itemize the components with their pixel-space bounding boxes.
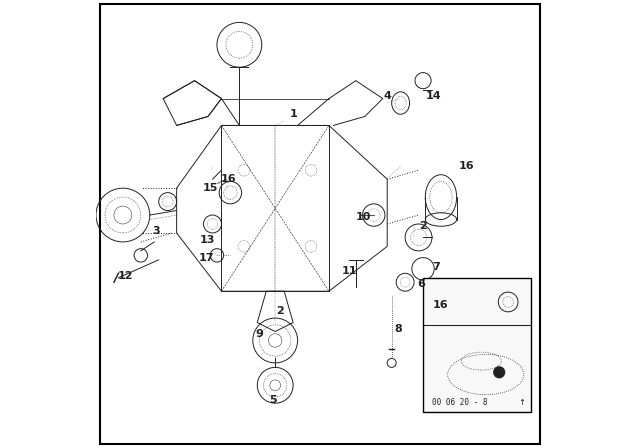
- Text: 8: 8: [394, 324, 403, 334]
- Text: 14: 14: [426, 91, 441, 101]
- Text: 7: 7: [433, 262, 440, 271]
- Text: 2: 2: [419, 221, 427, 231]
- Text: 2: 2: [276, 306, 284, 316]
- Text: 3: 3: [153, 226, 160, 236]
- Text: 5: 5: [269, 395, 276, 405]
- Text: 13: 13: [200, 235, 215, 245]
- Text: 00 06 20 - 8: 00 06 20 - 8: [432, 398, 488, 407]
- Circle shape: [494, 367, 504, 378]
- Text: 16: 16: [433, 300, 449, 310]
- Text: 17: 17: [199, 253, 214, 263]
- FancyBboxPatch shape: [423, 278, 531, 412]
- Text: 9: 9: [255, 329, 264, 339]
- Text: 16: 16: [459, 161, 475, 171]
- Text: 6: 6: [417, 280, 425, 289]
- Text: 4: 4: [383, 91, 391, 101]
- Text: 1: 1: [289, 109, 297, 119]
- Text: 12: 12: [117, 271, 133, 280]
- Text: 15: 15: [202, 183, 218, 193]
- Text: 16: 16: [220, 174, 236, 184]
- Text: 11: 11: [341, 266, 357, 276]
- Text: 10: 10: [355, 212, 371, 222]
- Text: ↑: ↑: [518, 398, 525, 407]
